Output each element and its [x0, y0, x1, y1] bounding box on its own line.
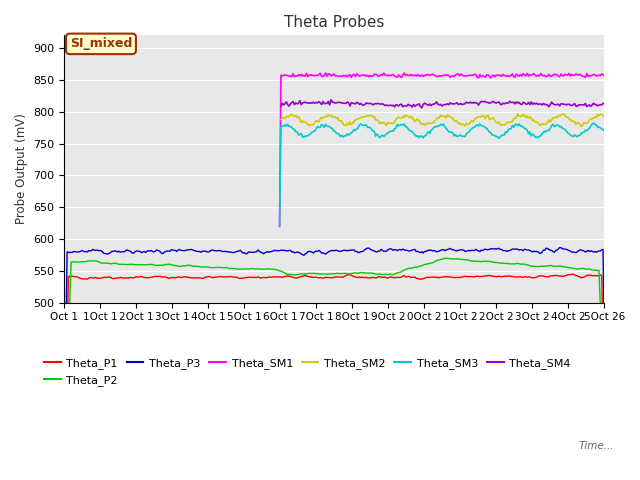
Theta_P3 [556, 245, 564, 251]
Theta_SM3 [600, 128, 608, 134]
Theta_P3 [61, 433, 68, 439]
Theta_SM2 [451, 118, 458, 124]
Theta_P1 [275, 275, 282, 280]
Theta_P2 [237, 266, 244, 272]
Theta_P1 [453, 275, 461, 280]
Theta_P3 [600, 339, 608, 345]
Theta_P1 [400, 273, 408, 278]
Theta_SM3 [453, 133, 461, 139]
Theta_P3 [237, 247, 244, 253]
Theta_P3 [125, 248, 133, 254]
Theta_P1 [237, 276, 244, 281]
Line: Theta_P1: Theta_P1 [65, 274, 604, 449]
Theta_SM4 [400, 103, 408, 109]
Theta_P2 [400, 267, 408, 273]
Theta_SM1 [400, 70, 408, 76]
Theta_P3 [453, 248, 461, 254]
Theta_SM1 [600, 72, 608, 78]
Theta_P2 [275, 267, 282, 273]
Text: SI_mixed: SI_mixed [70, 37, 132, 50]
Theta_SM4 [451, 101, 458, 107]
Y-axis label: Probe Output (mV): Probe Output (mV) [15, 114, 28, 225]
Theta_P1 [600, 388, 608, 394]
Theta_P2 [61, 439, 68, 444]
Line: Theta_SM2: Theta_SM2 [281, 113, 604, 126]
Text: Time...: Time... [579, 441, 614, 451]
Theta_SM1 [451, 74, 458, 80]
Theta_P1 [570, 271, 577, 277]
Line: Theta_P3: Theta_P3 [65, 248, 604, 436]
Line: Theta_SM1: Theta_SM1 [280, 73, 604, 227]
Theta_SM2 [400, 115, 408, 120]
Theta_P1 [125, 275, 133, 280]
Title: Theta Probes: Theta Probes [284, 15, 385, 30]
Line: Theta_P2: Theta_P2 [65, 258, 604, 442]
Theta_P2 [452, 256, 460, 262]
Theta_P3 [275, 248, 282, 254]
Theta_P2 [125, 262, 133, 267]
Line: Theta_SM3: Theta_SM3 [280, 123, 604, 227]
Theta_P2 [600, 408, 608, 414]
Theta_SM4 [600, 101, 608, 107]
Theta_SM3 [451, 133, 458, 139]
Theta_SM3 [400, 121, 408, 127]
Theta_SM2 [600, 114, 608, 120]
Theta_P2 [454, 256, 462, 262]
Legend: Theta_P1, Theta_P2, Theta_P3, Theta_SM1, Theta_SM2, Theta_SM3, Theta_SM4: Theta_P1, Theta_P2, Theta_P3, Theta_SM1,… [40, 354, 575, 390]
Theta_P2 [442, 255, 450, 261]
Theta_SM2 [453, 118, 461, 123]
Line: Theta_SM4: Theta_SM4 [281, 100, 604, 108]
Theta_P3 [400, 247, 408, 252]
Theta_P1 [61, 446, 68, 452]
Theta_P1 [451, 275, 458, 281]
Theta_SM1 [453, 71, 461, 77]
Theta_SM4 [453, 100, 461, 106]
Theta_P3 [451, 247, 458, 253]
